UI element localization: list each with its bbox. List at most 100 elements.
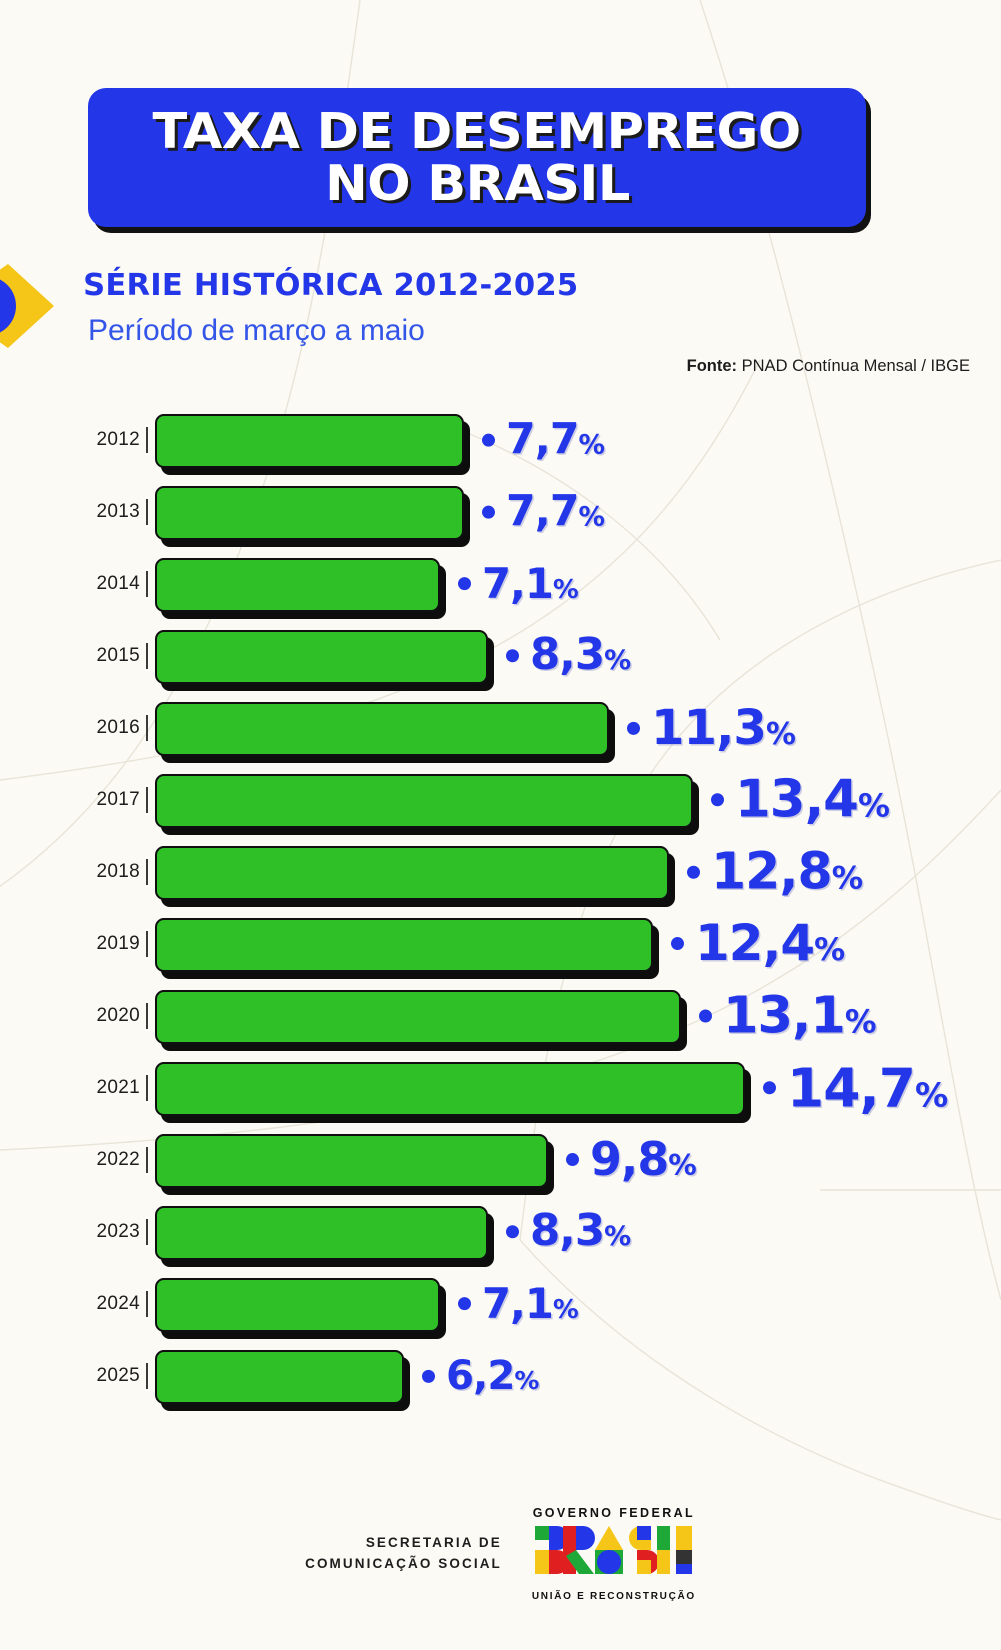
value-bar[interactable]	[155, 1134, 548, 1188]
bullet-dot-icon	[506, 649, 519, 663]
source-text: PNAD Contínua Mensal / IBGE	[741, 357, 970, 375]
gov-top-label: GOVERNO FEDERAL	[532, 1506, 696, 1520]
source-line: Fonte: PNAD Contínua Mensal / IBGE	[687, 357, 970, 376]
year-label: 2012	[96, 429, 140, 450]
value-bar[interactable]	[155, 414, 464, 468]
title-banner: TAXA DE DESEMPREGO NO BRASIL	[88, 88, 866, 227]
value-bar[interactable]	[155, 918, 653, 972]
value-label: 9,8%	[590, 1132, 697, 1187]
chart-row: 2012 7,7%	[0, 404, 1001, 476]
bar-track	[155, 774, 693, 828]
axis-tick	[146, 1291, 148, 1317]
year-label: 2013	[96, 501, 140, 522]
year-label: 2014	[96, 573, 140, 594]
bullet-dot-icon	[687, 865, 700, 879]
value-label: 6,2%	[446, 1351, 539, 1399]
bullet-dot-icon	[671, 937, 684, 951]
chart-row: 2025 6,2%	[0, 1340, 1001, 1412]
secom-line-2: COMUNICAÇÃO SOCIAL	[305, 1556, 502, 1571]
axis-tick	[146, 859, 148, 885]
chart-row: 2014 7,1%	[0, 548, 1001, 620]
value-bar[interactable]	[155, 1206, 488, 1260]
value-group: 13,4%	[711, 769, 890, 830]
value-group: 7,1%	[458, 1283, 579, 1325]
value-bar[interactable]	[155, 1278, 440, 1332]
value-label: 7,7%	[506, 486, 605, 537]
subtitle-main: SÉRIE HISTÓRICA 2012-2025	[83, 268, 579, 303]
value-bar[interactable]	[155, 630, 488, 684]
bullet-dot-icon	[566, 1153, 579, 1167]
bar-track	[155, 414, 464, 468]
governo-federal-logo: GOVERNO FEDERAL	[532, 1506, 696, 1602]
axis-tick	[146, 715, 148, 741]
bullet-dot-icon	[482, 433, 495, 447]
chart-row: 2023 8,3%	[0, 1196, 1001, 1268]
year-label: 2018	[96, 861, 140, 882]
value-bar[interactable]	[155, 990, 681, 1044]
bar-track	[155, 1206, 488, 1260]
bullet-dot-icon	[627, 721, 640, 735]
value-label: 8,3%	[530, 630, 631, 681]
year-label: 2022	[96, 1149, 140, 1170]
value-group: 14,7%	[763, 1056, 948, 1120]
bullet-dot-icon	[711, 793, 724, 807]
axis-tick	[146, 1075, 148, 1101]
gov-bottom-label: UNIÃO E RECONSTRUÇÃO	[531, 1591, 696, 1602]
value-group: 11,3%	[627, 704, 796, 752]
bar-track	[155, 846, 669, 900]
value-bar[interactable]	[155, 486, 464, 540]
bullet-dot-icon	[506, 1225, 519, 1239]
bar-track	[155, 918, 653, 972]
value-label: 13,4%	[735, 769, 890, 830]
year-label: 2021	[96, 1077, 140, 1098]
chart-row: 2020 13,1%	[0, 980, 1001, 1052]
axis-tick	[146, 1147, 148, 1173]
chart-row: 2021 14,7%	[0, 1052, 1001, 1124]
value-label: 7,1%	[482, 559, 579, 609]
bar-track	[155, 1278, 440, 1332]
year-label: 2019	[96, 933, 140, 954]
bar-track	[155, 1062, 745, 1116]
bullet-dot-icon	[422, 1369, 435, 1383]
axis-tick	[146, 787, 148, 813]
value-group: 12,4%	[671, 918, 845, 969]
subtitle-period: Período de março a maio	[88, 314, 425, 347]
brazil-flag-motif	[0, 264, 54, 348]
brasil-wordmark-icon	[534, 1526, 692, 1574]
value-bar[interactable]	[155, 558, 440, 612]
bullet-dot-icon	[482, 505, 495, 519]
year-label: 2024	[96, 1293, 140, 1314]
value-bar[interactable]	[155, 846, 669, 900]
chart-row: 2017 13,4%	[0, 764, 1001, 836]
secom-line-1: SECRETARIA DE	[365, 1535, 502, 1551]
value-group: 7,7%	[482, 486, 605, 537]
year-label: 2025	[96, 1365, 140, 1386]
year-label: 2020	[96, 1005, 140, 1026]
bar-track	[155, 558, 440, 612]
value-group: 9,8%	[566, 1132, 697, 1187]
title-line-2: NO BRASIL	[324, 154, 630, 212]
value-group: 6,2%	[422, 1351, 539, 1399]
value-label: 14,7%	[787, 1056, 948, 1120]
value-label: 8,3%	[530, 1206, 631, 1257]
value-bar[interactable]	[155, 1350, 404, 1404]
axis-tick	[146, 499, 148, 525]
chart-row: 2024 7,1%	[0, 1268, 1001, 1340]
bar-track	[155, 702, 609, 756]
bullet-dot-icon	[458, 577, 471, 591]
value-bar[interactable]	[155, 774, 693, 828]
value-label: 7,7%	[506, 414, 605, 465]
value-group: 12,8%	[687, 846, 863, 898]
source-label: Fonte:	[686, 357, 738, 375]
axis-tick	[146, 643, 148, 669]
value-bar[interactable]	[155, 1062, 745, 1116]
year-label: 2016	[96, 717, 140, 738]
bar-track	[155, 990, 681, 1044]
value-bar[interactable]	[155, 702, 609, 756]
year-label: 2017	[96, 789, 140, 810]
subtitle-block: SÉRIE HISTÓRICA 2012-2025 Período de mar…	[83, 268, 578, 348]
axis-tick	[146, 1219, 148, 1245]
secom-logo: SECRETARIA DE COMUNICAÇÃO SOCIAL	[305, 1533, 502, 1575]
value-group: 7,1%	[458, 559, 579, 609]
bar-track	[155, 1134, 548, 1188]
